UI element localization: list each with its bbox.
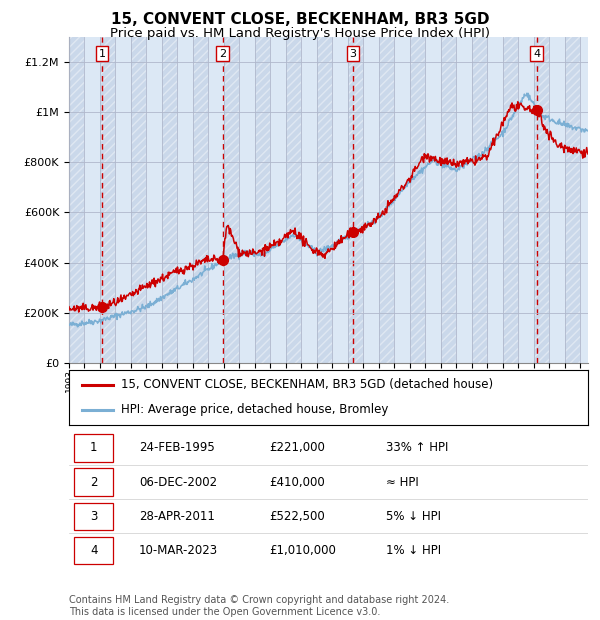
Text: 2: 2 bbox=[219, 48, 226, 59]
Text: 28-APR-2011: 28-APR-2011 bbox=[139, 510, 215, 523]
Text: 10-MAR-2023: 10-MAR-2023 bbox=[139, 544, 218, 557]
Bar bbox=[271, 37, 286, 363]
Bar bbox=[131, 37, 146, 363]
Bar bbox=[255, 37, 271, 363]
Bar bbox=[100, 37, 115, 363]
Bar bbox=[487, 37, 503, 363]
Text: £1,010,000: £1,010,000 bbox=[269, 544, 335, 557]
Text: 4: 4 bbox=[90, 544, 97, 557]
Bar bbox=[394, 37, 410, 363]
FancyBboxPatch shape bbox=[74, 536, 113, 564]
Text: 06-DEC-2002: 06-DEC-2002 bbox=[139, 476, 217, 489]
Bar bbox=[379, 37, 394, 363]
Bar bbox=[69, 37, 85, 363]
Text: 15, CONVENT CLOSE, BECKENHAM, BR3 5GD: 15, CONVENT CLOSE, BECKENHAM, BR3 5GD bbox=[111, 12, 489, 27]
Bar bbox=[472, 37, 487, 363]
Bar bbox=[410, 37, 425, 363]
Bar bbox=[441, 37, 457, 363]
Bar bbox=[286, 37, 301, 363]
Bar bbox=[348, 37, 364, 363]
FancyBboxPatch shape bbox=[74, 502, 113, 529]
Bar bbox=[534, 37, 549, 363]
Bar bbox=[410, 37, 425, 363]
Bar bbox=[332, 37, 348, 363]
Text: 15, CONVENT CLOSE, BECKENHAM, BR3 5GD (detached house): 15, CONVENT CLOSE, BECKENHAM, BR3 5GD (d… bbox=[121, 378, 493, 391]
Bar bbox=[85, 37, 100, 363]
Text: 1: 1 bbox=[98, 48, 106, 59]
Bar bbox=[364, 37, 379, 363]
Text: HPI: Average price, detached house, Bromley: HPI: Average price, detached house, Brom… bbox=[121, 404, 388, 417]
Bar bbox=[565, 37, 580, 363]
Bar bbox=[549, 37, 565, 363]
Text: 4: 4 bbox=[533, 48, 540, 59]
Bar bbox=[301, 37, 317, 363]
Text: 5% ↓ HPI: 5% ↓ HPI bbox=[386, 510, 440, 523]
Bar bbox=[69, 37, 85, 363]
Bar bbox=[224, 37, 239, 363]
Bar bbox=[317, 37, 332, 363]
Bar bbox=[534, 37, 549, 363]
Bar bbox=[239, 37, 255, 363]
Bar bbox=[286, 37, 301, 363]
Bar bbox=[457, 37, 472, 363]
Text: £522,500: £522,500 bbox=[269, 510, 325, 523]
Bar bbox=[131, 37, 146, 363]
Bar bbox=[146, 37, 162, 363]
Bar bbox=[162, 37, 178, 363]
Text: £221,000: £221,000 bbox=[269, 441, 325, 454]
Bar bbox=[348, 37, 364, 363]
FancyBboxPatch shape bbox=[74, 469, 113, 496]
Bar bbox=[441, 37, 457, 363]
Text: 1: 1 bbox=[90, 441, 97, 454]
Bar bbox=[503, 37, 518, 363]
Bar bbox=[518, 37, 534, 363]
Text: Contains HM Land Registry data © Crown copyright and database right 2024.
This d: Contains HM Land Registry data © Crown c… bbox=[69, 595, 449, 617]
Text: ≈ HPI: ≈ HPI bbox=[386, 476, 418, 489]
Bar bbox=[565, 37, 580, 363]
Bar bbox=[472, 37, 487, 363]
Bar bbox=[317, 37, 332, 363]
FancyBboxPatch shape bbox=[74, 434, 113, 461]
Text: 1% ↓ HPI: 1% ↓ HPI bbox=[386, 544, 441, 557]
Bar bbox=[425, 37, 441, 363]
Bar bbox=[193, 37, 208, 363]
Text: Price paid vs. HM Land Registry's House Price Index (HPI): Price paid vs. HM Land Registry's House … bbox=[110, 27, 490, 40]
Bar bbox=[193, 37, 208, 363]
Text: £410,000: £410,000 bbox=[269, 476, 325, 489]
Bar bbox=[503, 37, 518, 363]
Text: 24-FEB-1995: 24-FEB-1995 bbox=[139, 441, 215, 454]
Bar bbox=[115, 37, 131, 363]
Bar bbox=[224, 37, 239, 363]
Bar bbox=[178, 37, 193, 363]
Bar bbox=[100, 37, 115, 363]
Bar bbox=[379, 37, 394, 363]
Bar bbox=[580, 37, 596, 363]
Bar bbox=[255, 37, 271, 363]
Text: 3: 3 bbox=[90, 510, 97, 523]
Text: 2: 2 bbox=[90, 476, 97, 489]
Text: 3: 3 bbox=[349, 48, 356, 59]
Bar bbox=[208, 37, 224, 363]
Bar bbox=[162, 37, 178, 363]
Text: 33% ↑ HPI: 33% ↑ HPI bbox=[386, 441, 448, 454]
